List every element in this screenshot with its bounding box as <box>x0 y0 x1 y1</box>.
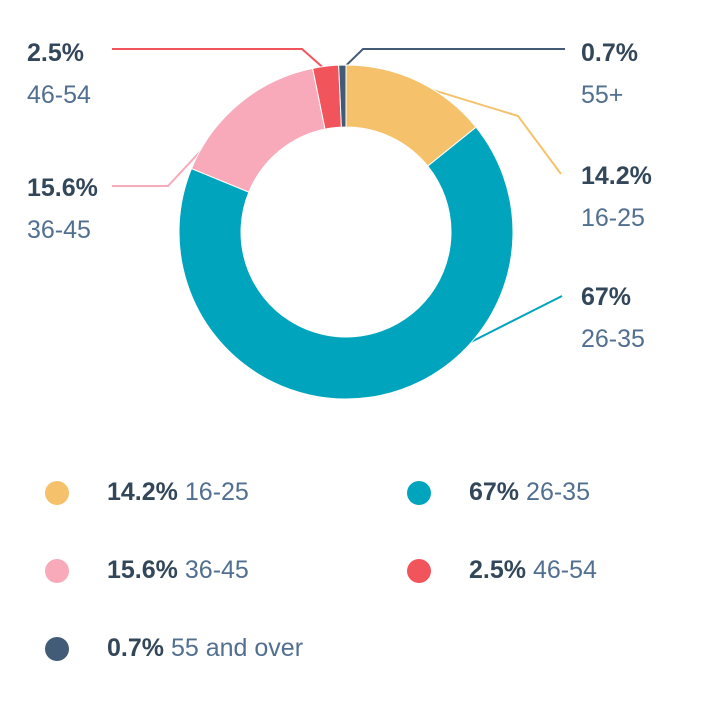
leader-line-16-25 <box>416 83 562 175</box>
leader-line-55-plus <box>341 48 565 70</box>
slice-55-plus <box>338 64 347 128</box>
legend-label: 36-45 <box>184 556 249 584</box>
callout-label: 36-45 <box>27 216 91 244</box>
callout-value: 15.6% <box>27 174 98 202</box>
legend-value: 0.7% <box>107 634 164 662</box>
legend-label: 46-54 <box>532 556 597 584</box>
slice-26-35 <box>178 126 514 400</box>
legend-label: 26-35 <box>526 478 590 506</box>
legend-item-46-54: 2.5% 46-54 <box>407 556 597 585</box>
leader-line-46-54 <box>112 48 327 71</box>
legend-value: 15.6% <box>107 556 178 584</box>
callout-value: 67% <box>581 283 632 311</box>
legend-item-26-35: 67% 26-35 <box>407 478 590 507</box>
legend-swatch <box>407 558 431 583</box>
callout-label: 16-25 <box>581 204 645 232</box>
legend-swatch <box>407 480 431 505</box>
legend-item-16-25: 14.2% 16-25 <box>45 478 249 507</box>
callout-label: 46-54 <box>27 81 91 109</box>
legend-swatch <box>45 558 69 583</box>
legend-swatch <box>45 480 69 505</box>
callout-36-45: 15.6% 36-45 <box>27 173 98 245</box>
legend-swatch <box>45 636 69 661</box>
callout-46-54: 2.5% 46-54 <box>27 38 91 110</box>
callout-value: 14.2% <box>581 162 652 190</box>
slice-36-45 <box>190 67 326 193</box>
callout-label: 55+ <box>581 81 624 109</box>
legend-item-55-and-over: 0.7% 55 and over <box>45 634 303 663</box>
legend-label: 16-25 <box>184 478 249 506</box>
legend-value: 67% <box>469 478 520 506</box>
callout-16-25: 14.2% 16-25 <box>581 161 652 233</box>
donut-slices <box>178 64 514 400</box>
callout-value: 2.5% <box>27 39 84 67</box>
legend-value: 14.2% <box>107 478 178 506</box>
callout-label: 26-35 <box>581 325 645 353</box>
callout-26-35: 67% 26-35 <box>581 282 645 354</box>
legend-value: 2.5% <box>469 556 526 584</box>
callout-55-plus: 0.7% 55+ <box>581 38 638 110</box>
legend-label: 55 and over <box>170 634 304 662</box>
callout-value: 0.7% <box>581 39 638 67</box>
legend-item-36-45: 15.6% 36-45 <box>45 556 249 585</box>
